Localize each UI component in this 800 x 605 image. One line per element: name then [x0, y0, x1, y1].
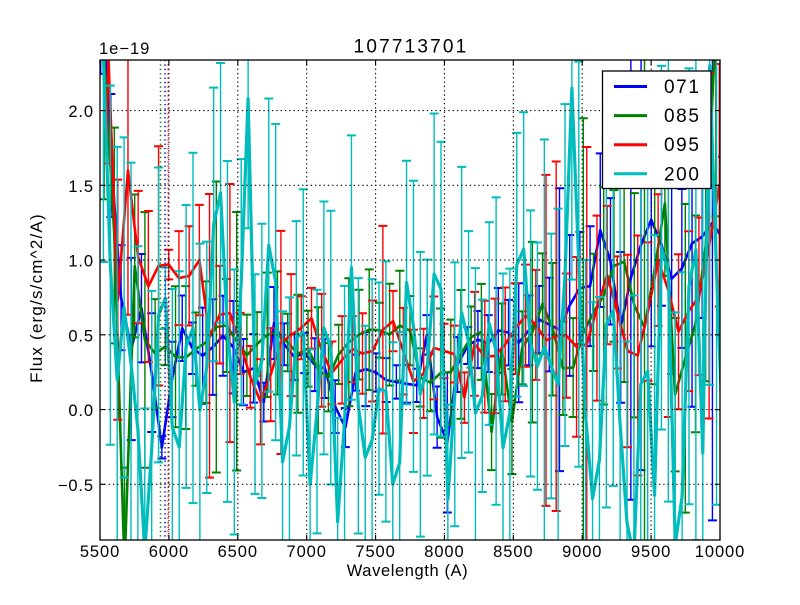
svg-text:1.5: 1.5 [68, 178, 94, 196]
svg-text:7500: 7500 [355, 543, 395, 561]
svg-text:085: 085 [664, 106, 701, 127]
svg-text:7000: 7000 [287, 543, 327, 561]
svg-text:200: 200 [664, 164, 701, 185]
svg-text:095: 095 [664, 135, 701, 156]
svg-text:6500: 6500 [218, 543, 258, 561]
svg-text:9000: 9000 [562, 543, 602, 561]
svg-text:Wavelength (A): Wavelength (A) [347, 562, 469, 580]
svg-text:0.5: 0.5 [68, 327, 94, 345]
svg-text:8000: 8000 [424, 543, 464, 561]
svg-text:107713701: 107713701 [354, 37, 469, 58]
svg-text:1.0: 1.0 [68, 253, 94, 271]
svg-text:−0.5: −0.5 [58, 477, 94, 495]
svg-text:2.0: 2.0 [68, 103, 94, 121]
svg-text:10000: 10000 [695, 543, 745, 561]
svg-text:9500: 9500 [631, 543, 671, 561]
svg-text:1e−19: 1e−19 [99, 40, 150, 58]
svg-text:5500: 5500 [80, 543, 120, 561]
svg-text:6000: 6000 [149, 543, 189, 561]
svg-text:Flux (erg/s/cm^2/A): Flux (erg/s/cm^2/A) [27, 213, 46, 383]
svg-text:071: 071 [664, 77, 701, 98]
svg-text:0.0: 0.0 [68, 402, 94, 420]
svg-text:8500: 8500 [493, 543, 533, 561]
